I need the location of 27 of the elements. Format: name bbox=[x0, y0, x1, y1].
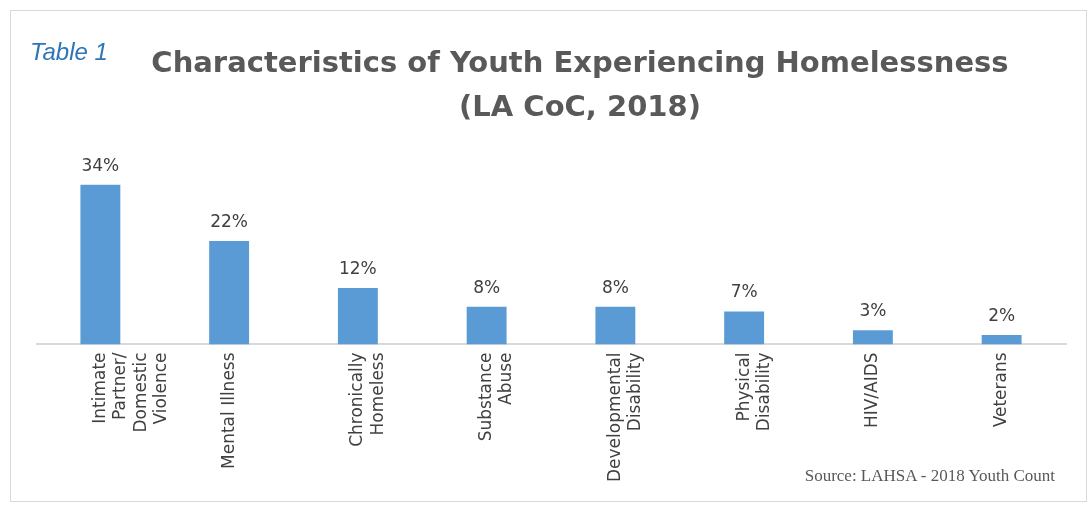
data-label: 3% bbox=[859, 300, 887, 321]
bar bbox=[209, 241, 250, 345]
x-tick-label: Chronically Homeless bbox=[346, 352, 387, 447]
data-label: 22% bbox=[210, 210, 249, 231]
source-note: Source: LAHSA - 2018 Youth Count bbox=[804, 466, 1055, 486]
data-label: 8% bbox=[601, 276, 629, 297]
chart-title: Characteristics of Youth Experiencing Homelessness (LA CoC, 2018) bbox=[150, 44, 1010, 125]
x-tick-label: HIV/AIDS bbox=[861, 352, 882, 429]
data-label: 8% bbox=[473, 276, 501, 297]
x-tick-label: Intimate Partner/ Domestic Violence bbox=[88, 352, 170, 433]
data-label: 7% bbox=[730, 281, 758, 302]
bar bbox=[852, 330, 893, 345]
bar bbox=[466, 306, 507, 345]
bar bbox=[337, 288, 378, 345]
x-tick-label: Mental Illness bbox=[217, 352, 238, 469]
data-label: 2% bbox=[988, 304, 1016, 325]
x-tick-label: Substance Abuse bbox=[475, 352, 516, 442]
bar bbox=[724, 311, 765, 345]
data-label: 34% bbox=[81, 154, 120, 175]
chart-subtitle: Table 1 bbox=[30, 38, 108, 66]
data-label: 12% bbox=[338, 257, 377, 278]
x-tick-label: Veterans bbox=[990, 352, 1011, 428]
x-tick-label: Physical Disability bbox=[732, 352, 773, 432]
x-tick-label: Developmental Disability bbox=[603, 352, 645, 483]
bar bbox=[981, 335, 1022, 345]
bar bbox=[595, 306, 636, 345]
bar bbox=[80, 184, 121, 345]
